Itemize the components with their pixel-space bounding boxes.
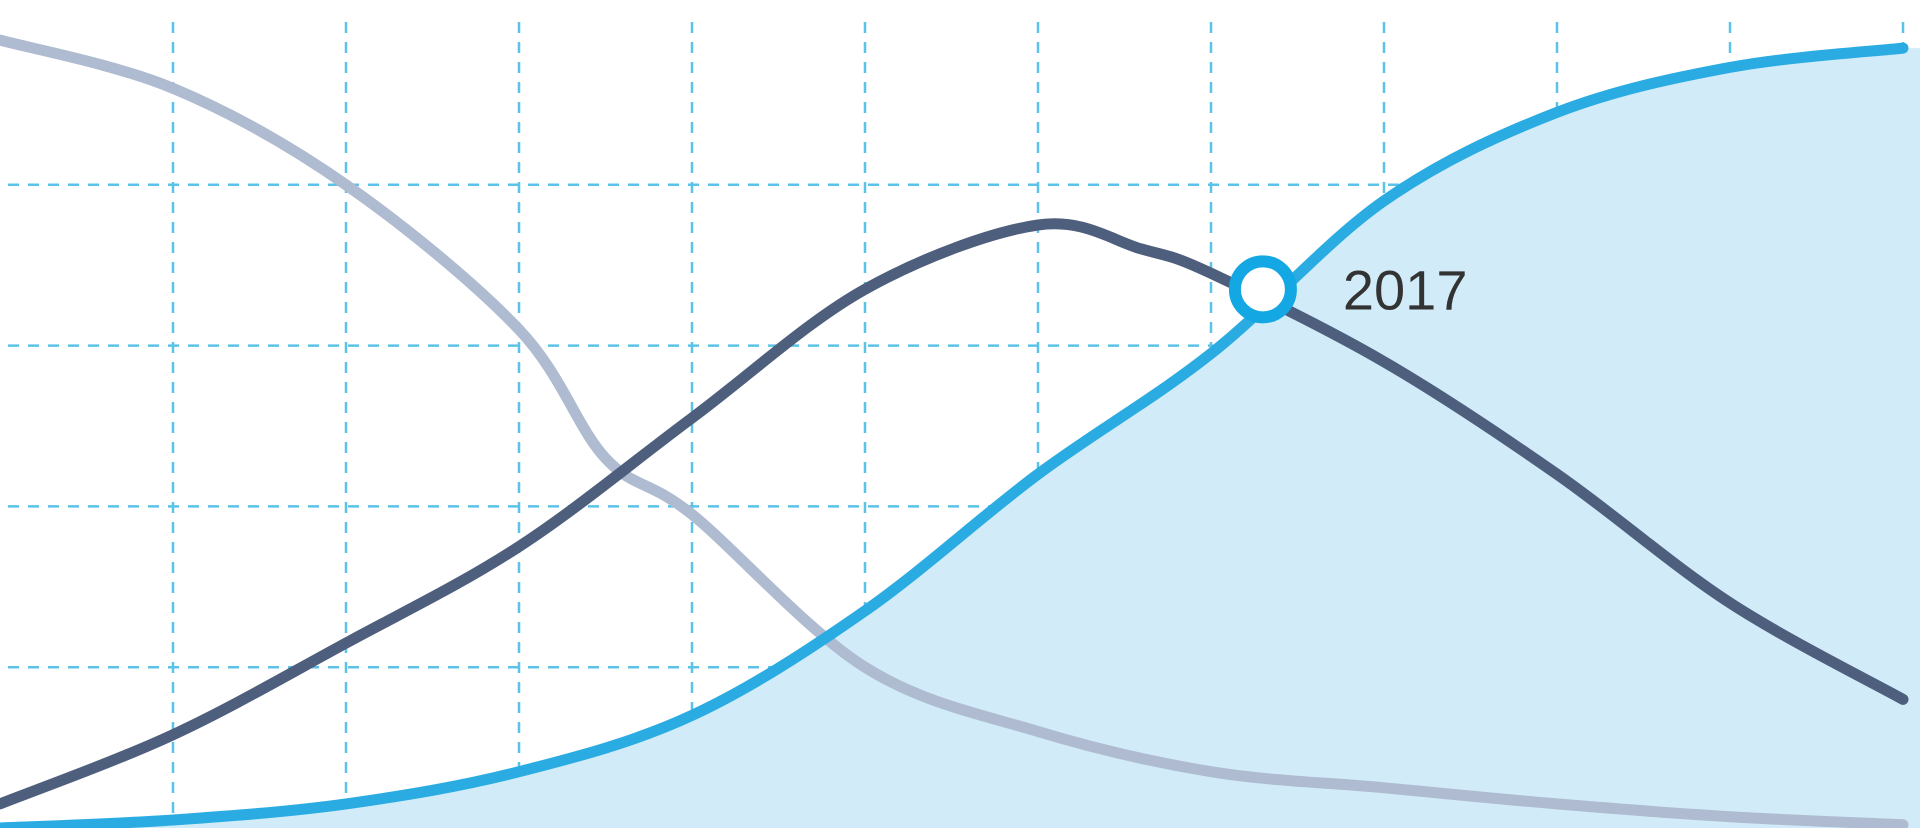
series-lines (0, 34, 1909, 828)
series-line-2 (0, 218, 1909, 810)
annotation-label: 2017 (1343, 258, 1468, 321)
annotations: 2017 (1228, 255, 1468, 324)
series-area-fill (0, 48, 1920, 828)
annotation-marker[interactable] (1228, 255, 1297, 324)
series-line-3 (0, 42, 1909, 828)
series-line-1 (0, 34, 1909, 828)
area-fills (0, 48, 1920, 828)
